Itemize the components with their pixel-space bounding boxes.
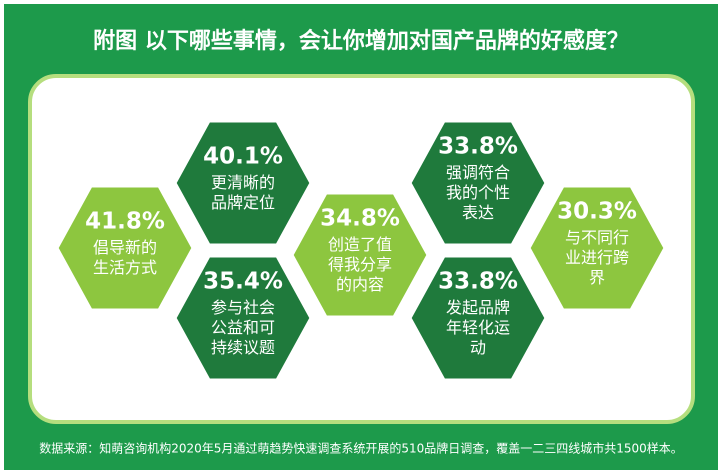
hexagon [408, 119, 548, 247]
value-label: 33.8% [438, 134, 518, 160]
category-label: 更清晰的品牌定位 [211, 173, 275, 212]
value-label: 34.8% [320, 206, 400, 232]
hexagon [527, 184, 667, 312]
value-label: 30.3% [557, 199, 637, 225]
category-label: 参与社会公益和可持续议题 [211, 298, 275, 357]
hexagon [408, 254, 548, 382]
hexagon [173, 119, 313, 247]
value-label: 35.4% [203, 269, 283, 295]
source-note: 数据来源：知萌咨询机构2020年5月通过萌趋势快速调查系统开展的510品牌日调查… [39, 441, 683, 456]
category-label: 与不同行业进行跨界 [565, 228, 629, 287]
category-label: 强调符合我的个性表达 [446, 163, 510, 222]
chart-title: 附图 以下哪些事情，会让你增加对国产品牌的好感度？ [93, 28, 629, 54]
category-label: 发起品牌年轻化运动 [446, 298, 510, 357]
hexagon [55, 184, 195, 312]
hexagon [290, 191, 430, 319]
hexagon [173, 254, 313, 382]
category-label: 创造了值得我分享的内容 [328, 235, 392, 294]
category-label: 倡导新的生活方式 [93, 238, 157, 277]
value-label: 40.1% [203, 144, 283, 170]
value-label: 33.8% [438, 269, 518, 295]
value-label: 41.8% [85, 209, 165, 235]
